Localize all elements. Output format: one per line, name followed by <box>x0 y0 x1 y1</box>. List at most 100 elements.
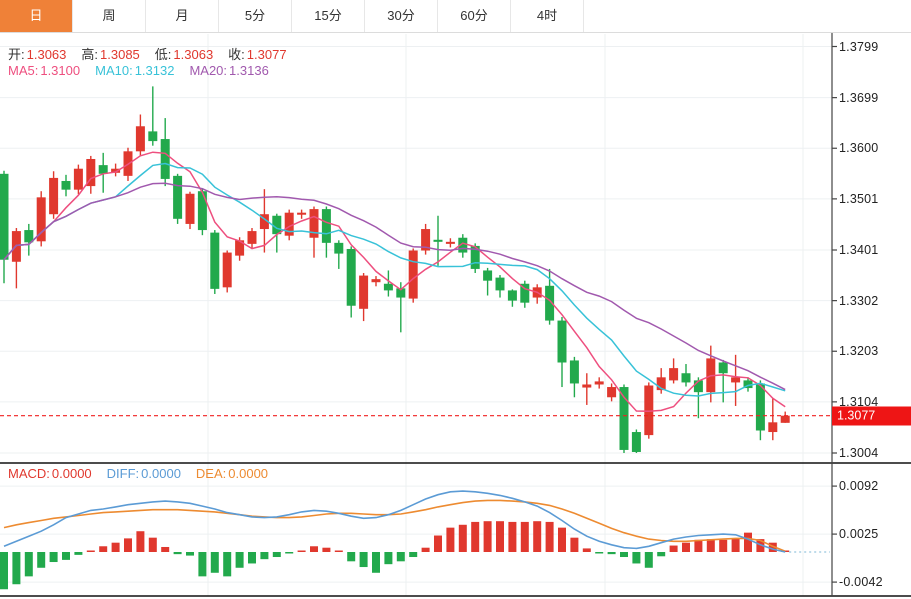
macd-bar <box>310 546 318 552</box>
macd-bar <box>148 537 157 552</box>
candle-body <box>284 212 294 236</box>
candle-body <box>98 165 108 174</box>
candle-body <box>458 237 468 253</box>
macd-bar <box>620 552 628 558</box>
candle-body <box>272 215 282 235</box>
macd-bar <box>533 521 542 552</box>
candle-body <box>768 422 778 433</box>
candle-body <box>520 283 530 303</box>
candle-body <box>297 212 307 215</box>
macd-bar <box>49 552 58 563</box>
tab-5min[interactable]: 5分 <box>219 0 292 32</box>
macd-bar <box>694 539 703 552</box>
tab-30min[interactable]: 30分 <box>365 0 438 32</box>
macd-bar <box>595 552 604 554</box>
candle-body <box>483 270 493 281</box>
macd-legend-row: MACD: 0.0000 DIFF: 0.0000 DEA: 0.0000 <box>8 466 283 481</box>
candle-body <box>495 277 505 291</box>
axis-tick-label: 0.0025 <box>839 527 879 542</box>
candle-body <box>507 290 517 301</box>
macd-bar <box>508 521 517 552</box>
macd-bar <box>372 552 380 573</box>
candle-body <box>160 139 170 179</box>
macd-bar <box>359 552 368 568</box>
macd-bar <box>458 524 467 552</box>
candle-body <box>693 380 703 393</box>
candle-body <box>259 214 269 230</box>
macd-bar <box>297 550 306 552</box>
macd-bar <box>396 552 405 562</box>
candle-body <box>321 209 331 243</box>
candle-body <box>669 368 679 381</box>
axis-tick-label: 1.3401 <box>839 243 879 257</box>
candle-body <box>644 385 654 436</box>
candle-body <box>309 209 319 238</box>
axis-tick-label: 1.3699 <box>839 90 879 105</box>
macd-bar <box>657 552 666 557</box>
candle-body <box>185 193 195 224</box>
macd-bar <box>99 546 108 552</box>
macd-bar <box>632 552 641 564</box>
macd-bar <box>186 552 194 556</box>
tab-4hour[interactable]: 4时 <box>511 0 584 32</box>
macd-bar <box>607 552 616 555</box>
macd-bar <box>409 552 418 558</box>
macd-bar <box>520 521 529 552</box>
candle-body <box>222 252 232 288</box>
candle-body <box>545 285 555 321</box>
tab-day[interactable]: 日 <box>0 0 73 32</box>
axis-tick-label: -0.0042 <box>839 575 883 590</box>
macd-bar <box>74 552 83 555</box>
ma5-readout: MA5: 1.3100 <box>8 63 81 78</box>
macd-bar <box>483 521 492 552</box>
candle-body <box>718 362 728 374</box>
candle-body <box>631 432 641 452</box>
diff-line <box>3 490 786 553</box>
dea-line <box>3 499 786 553</box>
macd-bar <box>111 542 120 552</box>
axis-tick-label: 1.3203 <box>839 344 879 359</box>
tab-15min[interactable]: 15分 <box>292 0 365 32</box>
candle-body <box>86 158 96 187</box>
candle-body <box>569 360 579 384</box>
macd-bar <box>62 552 70 560</box>
macd-readout: MACD: 0.0000 <box>8 466 92 481</box>
macd-bar <box>198 552 207 577</box>
candle-body <box>445 241 455 244</box>
low-readout: 低: 1.3063 <box>154 47 214 62</box>
macd-bar <box>744 532 752 552</box>
macd-bar <box>223 552 232 577</box>
macd-bar <box>496 521 504 552</box>
candle-body <box>755 383 765 431</box>
candle-body <box>681 373 691 383</box>
macd-bar <box>446 527 455 552</box>
candle-body <box>656 377 666 391</box>
macd-bar <box>12 552 21 585</box>
macd-bar <box>235 552 244 568</box>
candle-body <box>173 175 183 219</box>
candle-body <box>607 387 617 398</box>
macd-bar <box>558 527 566 552</box>
tab-60min[interactable]: 60分 <box>438 0 511 32</box>
candle-body <box>582 384 592 388</box>
axis-tick-label: 0.0092 <box>839 479 879 494</box>
macd-bar <box>272 552 281 558</box>
macd-bar <box>210 552 219 573</box>
macd-bar <box>706 539 715 552</box>
tab-month[interactable]: 月 <box>146 0 219 32</box>
candle-body <box>408 250 418 299</box>
axis-tick-label: 1.3799 <box>839 39 879 54</box>
macd-bar <box>248 552 256 564</box>
candle-body <box>0 173 9 260</box>
dea-readout: DEA: 0.0000 <box>195 466 269 481</box>
macd-bar <box>434 535 442 552</box>
candle-body <box>111 168 121 173</box>
macd-bar <box>719 539 728 552</box>
last-price-tag: 1.3077 <box>832 406 911 426</box>
close-readout: 收: 1.3077 <box>228 47 287 62</box>
candle-body <box>619 387 629 450</box>
tab-week[interactable]: 周 <box>73 0 146 32</box>
candle-body <box>743 380 753 389</box>
macd-bar <box>124 538 132 552</box>
